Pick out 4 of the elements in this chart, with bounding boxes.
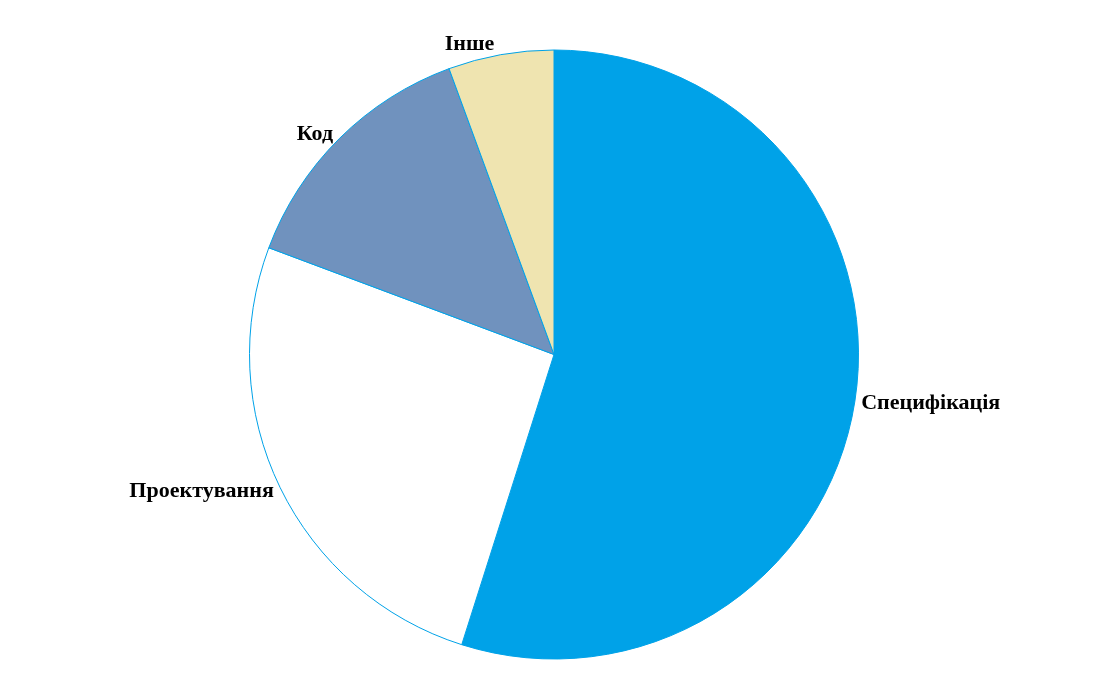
slice-label: Код bbox=[296, 119, 334, 145]
slice-label: Інше bbox=[444, 30, 495, 56]
slice-label: Проектування bbox=[129, 477, 274, 503]
slice-label: Специфікація bbox=[861, 388, 1001, 414]
